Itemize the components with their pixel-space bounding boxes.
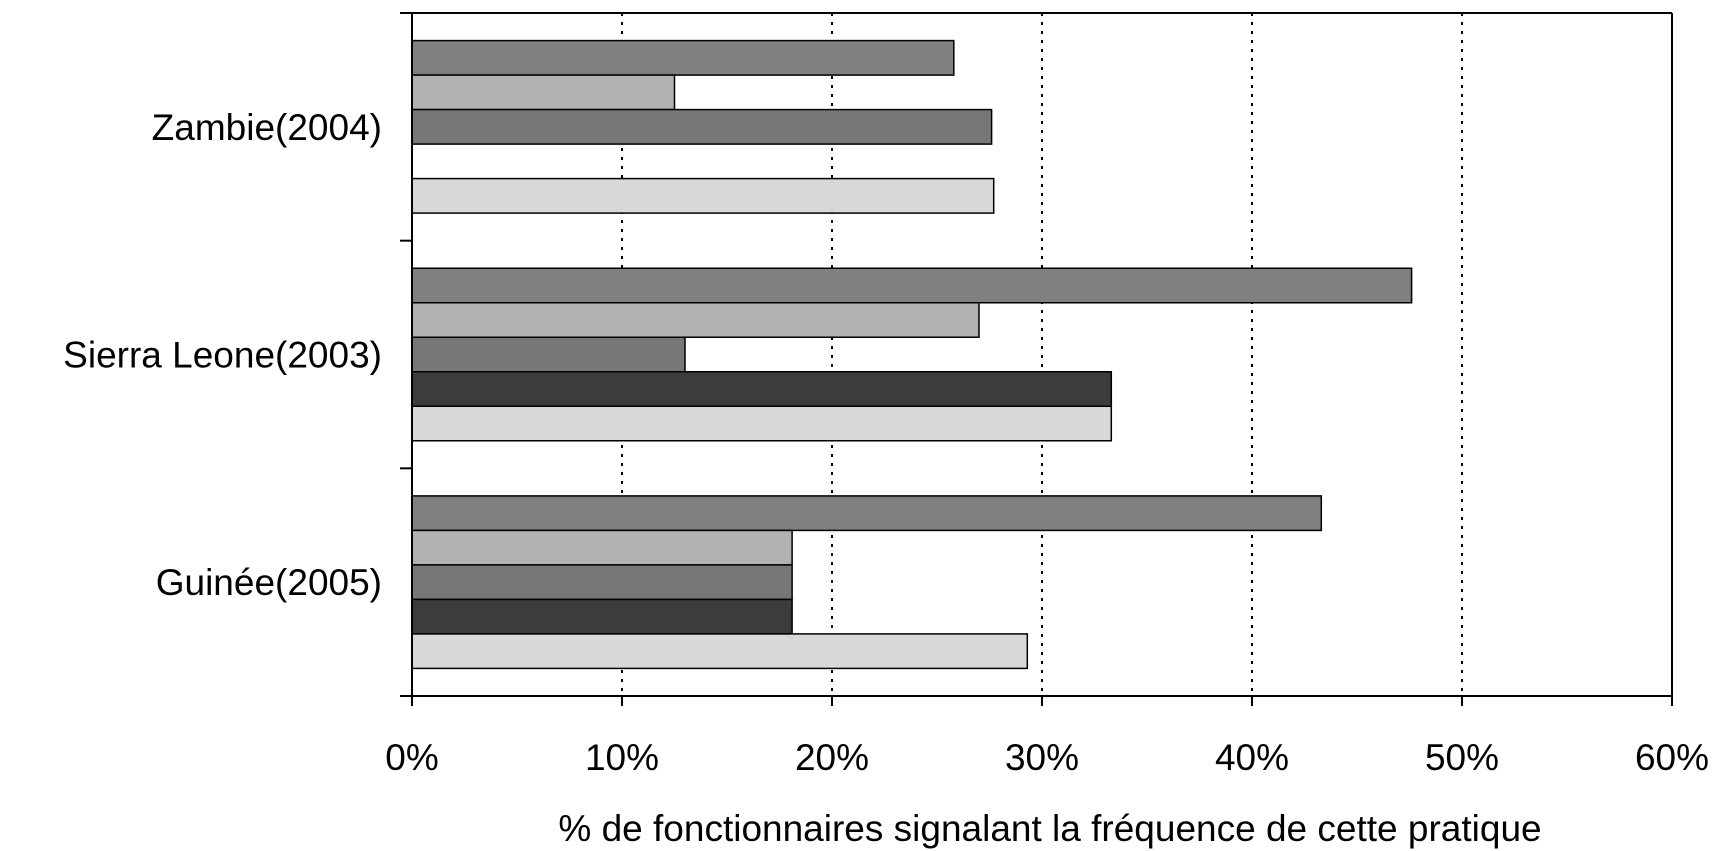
bar	[411, 371, 1113, 407]
bar	[411, 267, 1413, 304]
bar	[411, 39, 955, 76]
bar	[411, 495, 1323, 532]
bar	[411, 633, 1029, 670]
bar	[411, 302, 980, 338]
category-label: Zambie(2004)	[152, 107, 382, 148]
category-label: Guinée(2005)	[156, 562, 382, 603]
bar	[411, 598, 793, 635]
bar	[411, 74, 676, 111]
bar	[411, 177, 995, 214]
x-tick-label: 50%	[1425, 737, 1499, 778]
x-tick-label: 40%	[1215, 737, 1289, 778]
bar	[411, 108, 993, 145]
x-tick-label: 0%	[385, 737, 438, 778]
x-tick-label: 60%	[1635, 737, 1709, 778]
bars	[411, 39, 1413, 670]
bar	[411, 336, 686, 373]
bar	[411, 405, 1113, 442]
x-tick-label: 30%	[1005, 737, 1079, 778]
x-tick-label: 20%	[795, 737, 869, 778]
labels: Zambie(2004) Sierra Leone(2003) Guinée(200…	[63, 107, 1709, 778]
category-label: Sierra Leone(2003)	[63, 335, 382, 376]
axes	[400, 12, 1673, 706]
x-tick-label: 10%	[585, 737, 659, 778]
bar	[411, 529, 793, 566]
bar	[411, 564, 793, 601]
x-axis-title: % de fonctionnaires signalant la fréquen…	[558, 808, 1541, 849]
